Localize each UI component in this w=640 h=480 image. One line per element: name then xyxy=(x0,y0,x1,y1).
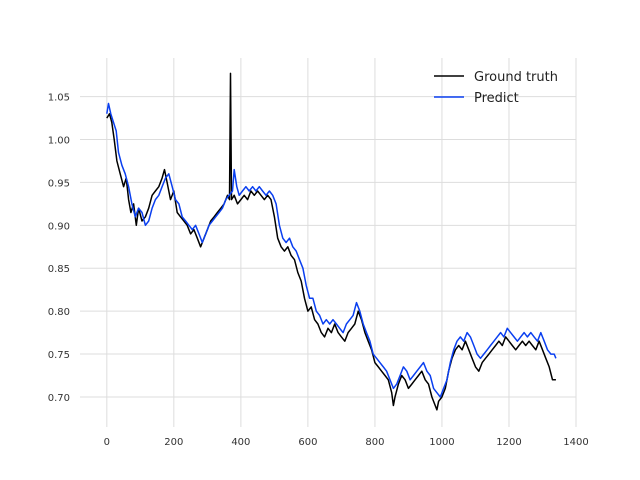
grid-lines xyxy=(80,58,577,427)
series-line-predict xyxy=(106,102,557,398)
y-tick-label: 0.95 xyxy=(48,178,70,189)
y-tick-label: 1.00 xyxy=(48,136,70,147)
x-axis-ticks: 0 200 400 600 800 1000 1200 1400 xyxy=(104,437,589,448)
x-tick-label: 400 xyxy=(231,437,250,448)
series-line-ground-truth xyxy=(106,72,556,411)
y-tick-label: 0.75 xyxy=(48,350,70,361)
x-tick-label: 1400 xyxy=(563,437,588,448)
x-tick-label: 0 xyxy=(104,437,110,448)
x-tick-label: 200 xyxy=(164,437,183,448)
series-lines xyxy=(106,72,557,411)
y-axis-ticks: 0.70 0.75 0.80 0.85 0.90 0.95 1.00 1.05 xyxy=(48,93,70,404)
legend-label-predict: Predict xyxy=(474,91,519,106)
x-tick-label: 1000 xyxy=(429,437,454,448)
x-tick-label: 1200 xyxy=(496,437,521,448)
y-tick-label: 0.70 xyxy=(48,393,70,404)
y-tick-label: 0.90 xyxy=(48,221,70,232)
y-tick-label: 0.85 xyxy=(48,264,70,275)
y-tick-label: 1.05 xyxy=(48,93,70,104)
y-tick-label: 0.80 xyxy=(48,307,70,318)
legend: Ground truth Predict xyxy=(434,70,558,106)
x-tick-label: 800 xyxy=(365,437,384,448)
legend-label-ground-truth: Ground truth xyxy=(474,70,558,85)
x-tick-label: 600 xyxy=(298,437,317,448)
